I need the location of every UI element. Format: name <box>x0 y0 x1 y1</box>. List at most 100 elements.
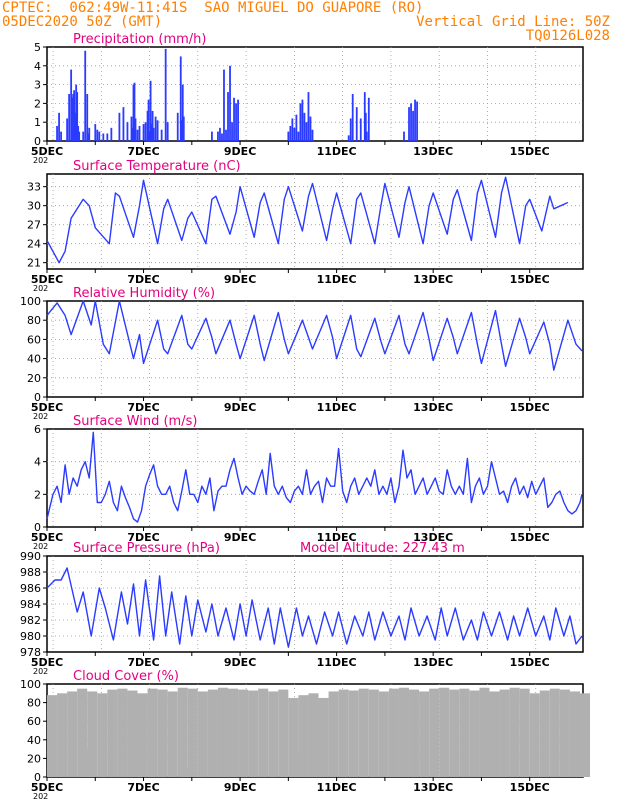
cloud-bar <box>207 689 218 777</box>
series-line <box>46 176 569 264</box>
y-tick-label: 24 <box>27 238 41 251</box>
cloud-bar <box>539 690 550 777</box>
precip-bar <box>309 116 312 141</box>
x-tick-label: 11DEC <box>317 273 357 286</box>
x-tick-label: 9DEC <box>224 273 256 286</box>
x-tick-label: 7DEC <box>127 531 159 544</box>
station-header: CPTEC: 062:49W-11:41S SAO MIGUEL DO GUAP… <box>2 0 424 16</box>
grid-line-note: Vertical Grid Line: 50Z <box>416 14 610 30</box>
cloud-bar <box>248 690 259 777</box>
y-tick-label: 978 <box>20 646 41 659</box>
x-tick-label: 15DEC <box>510 145 550 158</box>
cloud-bar <box>519 688 530 777</box>
x-tick-label: 7DEC <box>127 273 159 286</box>
cloud-bar <box>439 687 450 777</box>
x-tick-label: 5DEC <box>31 401 63 414</box>
cloud-bar <box>449 689 460 777</box>
y-tick-label: 80 <box>27 697 41 710</box>
y-tick-label: 21 <box>27 257 41 270</box>
x-tick-label: 9DEC <box>224 401 256 414</box>
cloud-bar <box>97 693 108 777</box>
cloud-bar <box>87 691 98 777</box>
panel-title: Surface Wind (m/s) <box>73 414 197 429</box>
cloud-bar <box>197 691 208 777</box>
precip-bar <box>78 131 81 141</box>
cloud-bar <box>47 695 58 777</box>
precip-bar <box>299 103 302 141</box>
precip-bar <box>367 97 370 141</box>
precip-bar <box>307 92 310 141</box>
x-tick-label: 13DEC <box>413 656 453 669</box>
precip-bar <box>410 103 412 141</box>
y-tick-label: 990 <box>20 550 41 563</box>
precip-bar <box>77 125 80 141</box>
precip-bar <box>148 131 151 141</box>
y-tick-label: 40 <box>27 734 41 747</box>
precip-bar <box>73 90 76 141</box>
cloud-bar <box>258 688 269 777</box>
cloud-bar <box>187 688 198 777</box>
precip-bar <box>351 94 354 141</box>
y-tick-label: 30 <box>27 200 41 213</box>
cloud-bar <box>358 688 369 777</box>
cloud-bar <box>378 691 389 777</box>
precip-bar <box>303 112 306 141</box>
precip-bar <box>237 99 239 141</box>
y-tick-label: 2 <box>34 488 41 501</box>
x-tick-label: 11DEC <box>317 781 357 794</box>
y-tick-label: 1 <box>34 116 41 129</box>
series-line <box>46 431 583 523</box>
cloud-bar <box>57 693 68 777</box>
cloud-bar <box>499 689 510 777</box>
cloud-bar <box>308 693 319 777</box>
panel-frame <box>46 428 584 528</box>
precip-bar <box>66 118 69 141</box>
x-tick-label: 13DEC <box>413 781 453 794</box>
y-tick-label: 3 <box>34 79 41 92</box>
cloud-bar <box>579 693 591 777</box>
cloud-bar <box>409 689 420 777</box>
precip-bar <box>156 120 159 141</box>
x-tick-label: 11DEC <box>317 531 357 544</box>
cloud-bar <box>489 691 500 777</box>
precip-bar <box>365 131 368 141</box>
precip-bar <box>301 99 304 141</box>
precip-bar <box>118 112 121 141</box>
cloud-bar <box>429 688 440 777</box>
y-tick-label: 986 <box>20 582 41 595</box>
y-tick-label: 60 <box>27 333 41 346</box>
cloud-bar <box>569 691 580 777</box>
panel-frame <box>46 173 584 270</box>
precip-bar <box>233 97 235 141</box>
series-line <box>46 300 583 371</box>
cloud-bar <box>328 691 339 777</box>
y-tick-label: 0 <box>34 135 41 148</box>
precip-bar <box>235 103 237 141</box>
precip-bar <box>305 122 308 141</box>
panel-annotation: Model Altitude: 227.43 m <box>300 541 465 556</box>
y-tick-label: 100 <box>20 678 41 691</box>
precip-bar <box>150 124 153 141</box>
x-tick-label: 7DEC <box>127 401 159 414</box>
x-tick-label: 9DEC <box>224 656 256 669</box>
precip-bar <box>98 131 101 141</box>
precip-bar <box>110 127 113 141</box>
cloud-bar <box>368 689 379 777</box>
precip-bar <box>147 99 150 141</box>
precip-bar <box>416 101 418 141</box>
cloud-bar <box>469 690 480 777</box>
cloud-bar <box>228 688 239 777</box>
x-tick-label: 5DEC <box>31 531 63 544</box>
precip-bar <box>211 131 213 141</box>
precip-bar <box>146 110 149 141</box>
cloud-bar <box>388 688 399 777</box>
precip-bar <box>176 112 179 141</box>
precip-bar <box>87 133 90 141</box>
precip-bar <box>160 129 163 141</box>
precip-bar <box>126 122 129 141</box>
precip-bar <box>72 94 75 141</box>
series-line <box>46 567 583 648</box>
precip-bar <box>94 124 97 141</box>
precip-bar <box>131 127 134 141</box>
year-fragment: 202 <box>33 284 48 293</box>
